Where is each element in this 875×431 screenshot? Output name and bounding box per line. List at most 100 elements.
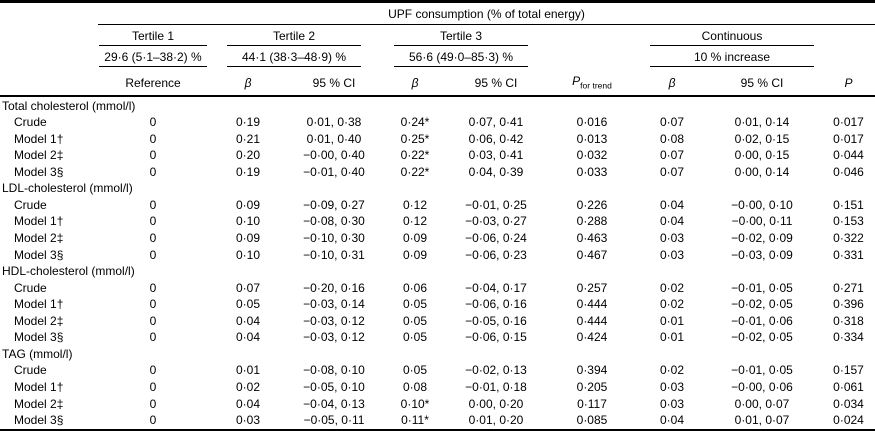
table-row: Model 3§ 0 0·10 −0·10, 0·31 0·09 −0·06, … [0, 246, 875, 263]
spanner-row: UPF consumption (% of total energy) [0, 3, 875, 25]
cell-tertile2-ci: −0·05, 0·11 [303, 413, 365, 428]
cell-tertile3-ci: 0·03, 0·41 [468, 148, 524, 163]
cell-p-for-trend: 0·288 [576, 214, 608, 229]
cell-tertile3-beta: 0·12 [402, 214, 428, 229]
section-title: HDL-cholesterol (mmol/l) [2, 264, 135, 279]
cell-continuous-beta: 0·01 [659, 313, 685, 328]
cell-tertile3-beta: 0·11* [401, 413, 429, 428]
cell-p: 0·322 [833, 231, 864, 246]
table-row: Model 2‡ 0 0·09 −0·10, 0·30 0·09 −0·06, … [0, 230, 875, 247]
section-title: TAG (mmol/l) [2, 346, 73, 361]
column-header-row: Reference β 95 % CI β 95 % CI Pfor trend… [0, 67, 875, 98]
cell-continuous-beta: 0·02 [659, 297, 685, 312]
cell-tertile2-beta: 0·10 [235, 214, 261, 229]
cell-continuous-ci: −0·02, 0·09 [731, 231, 793, 246]
cell-tertile2-beta: 0·21 [235, 131, 261, 146]
section-header-row: Total cholesterol (mmol/l) [0, 96, 875, 114]
cell-continuous-ci: 0·00, 0·15 [734, 148, 790, 163]
section-header-row: HDL-cholesterol (mmol/l) [0, 263, 875, 280]
row-label: Model 2‡ [14, 148, 64, 163]
cell-continuous-ci: −0·01, 0·05 [731, 363, 793, 378]
table-row: Model 3§ 0 0·03 −0·05, 0·11 0·11* 0·01, … [0, 412, 875, 429]
cell-reference: 0 [149, 131, 157, 146]
cell-p-for-trend: 0·394 [576, 363, 608, 378]
cell-tertile2-beta: 0·04 [235, 396, 261, 411]
cell-continuous-beta: 0·07 [659, 115, 685, 130]
cell-p: 0·017 [833, 131, 864, 146]
section-header-row: LDL-cholesterol (mmol/l) [0, 180, 875, 197]
cell-tertile2-beta: 0·01 [235, 363, 261, 378]
row-label: Crude [14, 280, 47, 295]
cell-continuous-beta: 0·04 [659, 197, 685, 212]
cell-continuous-ci: −0·00, 0·11 [731, 214, 793, 229]
table-row: Model 2‡ 0 0·04 −0·03, 0·12 0·05 −0·05, … [0, 313, 875, 330]
cell-continuous-ci: 0·02, 0·15 [734, 131, 790, 146]
row-label: Model 1† [14, 214, 64, 229]
cell-p: 0·017 [833, 115, 864, 130]
table-row: Model 3§ 0 0·19 −0·01, 0·40 0·22* 0·04, … [0, 164, 875, 181]
cell-p-for-trend: 0·033 [576, 164, 608, 179]
cell-continuous-beta: 0·08 [659, 131, 685, 146]
cell-tertile3-beta: 0·09 [402, 247, 428, 262]
cell-tertile3-ci: 0·00, 0·20 [468, 396, 524, 411]
row-label: Crude [14, 115, 47, 130]
cell-p: 0·151 [833, 197, 864, 212]
cell-reference: 0 [149, 379, 157, 394]
cell-tertile3-beta: 0·08 [402, 379, 428, 394]
cell-reference: 0 [149, 396, 157, 411]
group-tertile1-range: 29·6 (5·1–38·2) % [99, 47, 207, 67]
cell-p-for-trend: 0·424 [576, 330, 608, 345]
cell-p: 0·061 [833, 379, 864, 394]
cell-p-for-trend: 0·226 [576, 197, 608, 212]
colhead-ci-t3: 95 % CI [450, 67, 542, 98]
cell-continuous-beta: 0·07 [659, 148, 685, 163]
cell-p-for-trend: 0·117 [577, 396, 607, 411]
row-label: Model 2‡ [14, 231, 64, 246]
cell-tertile3-beta: 0·05 [402, 363, 428, 378]
row-label: Crude [14, 197, 47, 212]
cell-p-for-trend: 0·463 [576, 231, 608, 246]
group-tertile3-range: 56·6 (49·0–85·3) % [394, 47, 528, 67]
cell-tertile2-beta: 0·04 [235, 313, 261, 328]
cell-tertile2-ci: −0·04, 0·13 [303, 396, 365, 411]
cell-tertile2-ci: −0·03, 0·12 [303, 330, 365, 345]
cell-tertile3-beta: 0·12 [402, 197, 428, 212]
cell-tertile2-ci: −0·03, 0·12 [303, 313, 365, 328]
row-label: Model 3§ [14, 330, 64, 345]
cell-tertile2-beta: 0·05 [235, 297, 261, 312]
cell-continuous-ci: −0·02, 0·05 [731, 297, 793, 312]
cell-tertile3-ci: −0·03, 0·27 [465, 214, 527, 229]
cell-reference: 0 [149, 297, 157, 312]
cell-p-for-trend: 0·257 [576, 280, 608, 295]
cell-tertile3-beta: 0·24* [400, 115, 430, 130]
cell-tertile3-ci: −0·06, 0·23 [465, 247, 527, 262]
cell-tertile3-beta: 0·05 [402, 330, 428, 345]
cell-tertile3-beta: 0·05 [402, 313, 428, 328]
cell-tertile3-ci: −0·06, 0·15 [465, 330, 527, 345]
cell-continuous-ci: 0·01, 0·07 [734, 413, 790, 428]
cell-tertile3-beta: 0·05 [402, 297, 428, 312]
row-label: Model 3§ [14, 247, 64, 262]
cell-tertile2-beta: 0·09 [235, 197, 261, 212]
cell-tertile2-ci: −0·05, 0·10 [303, 379, 365, 394]
section-title: LDL-cholesterol (mmol/l) [2, 181, 133, 196]
cell-continuous-ci: −0·00, 0·10 [731, 197, 793, 212]
cell-tertile3-beta: 0·10* [400, 396, 430, 411]
cell-tertile2-beta: 0·07 [235, 280, 261, 295]
colhead-ci-continuous: 95 % CI [702, 67, 822, 98]
table-row: Crude 0 0·07 −0·20, 0·16 0·06 −0·04, 0·1… [0, 279, 875, 296]
cell-tertile2-ci: 0·01, 0·38 [306, 115, 362, 130]
cell-continuous-ci: 0·01, 0·14 [734, 115, 790, 130]
cell-reference: 0 [149, 197, 157, 212]
cell-tertile2-beta: 0·10 [235, 247, 261, 262]
table-row: Model 2‡ 0 0·04 −0·04, 0·13 0·10* 0·00, … [0, 395, 875, 412]
table-row: Model 2‡ 0 0·20 −0·00, 0·40 0·22* 0·03, … [0, 147, 875, 164]
cell-reference: 0 [149, 164, 157, 179]
cell-tertile2-ci: −0·20, 0·16 [303, 280, 365, 295]
cell-reference: 0 [149, 231, 157, 246]
cell-tertile2-beta: 0·19 [235, 164, 261, 179]
section-header-row: TAG (mmol/l) [0, 346, 875, 363]
cell-reference: 0 [149, 214, 157, 229]
cell-tertile3-ci: −0·01, 0·25 [465, 197, 527, 212]
cell-p-for-trend: 0·205 [576, 379, 608, 394]
